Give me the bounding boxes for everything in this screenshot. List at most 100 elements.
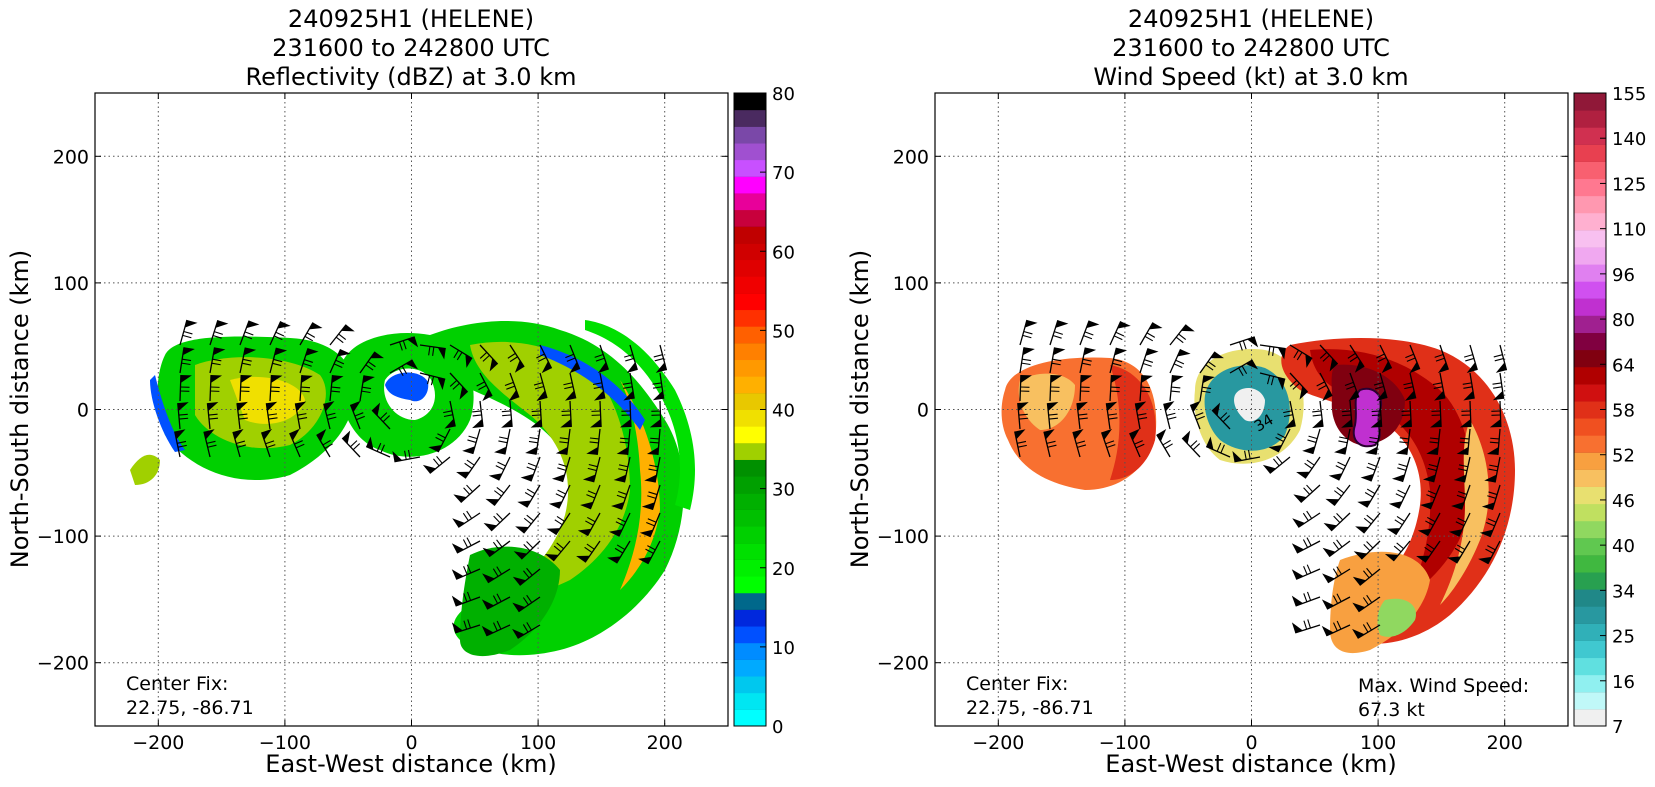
left-wind-barb xyxy=(462,428,481,455)
right-colorbar-swatch xyxy=(1574,503,1606,522)
right-wind-barb xyxy=(1049,320,1069,346)
left-wind-barb xyxy=(177,402,189,430)
right-wind-barb xyxy=(1291,619,1321,634)
left-wind-barb xyxy=(299,375,313,402)
left-wind-barb xyxy=(451,537,481,554)
left-colorbar-swatch xyxy=(734,626,766,644)
left-wind-barb xyxy=(449,372,469,400)
left-colorbar-swatch xyxy=(734,542,766,560)
left-wind-barb xyxy=(533,372,548,401)
left-wind-barb xyxy=(479,344,499,372)
right-title-line-1: 240925H1 (HELENE) xyxy=(1128,5,1374,33)
left-wind-barb xyxy=(392,449,421,463)
left-west-fringe xyxy=(150,375,185,452)
right-wind-barb xyxy=(1046,402,1059,430)
left-wind-barb xyxy=(576,540,601,563)
right-title-line-2: 231600 to 242800 UTC xyxy=(1112,34,1390,62)
left-wind-barb xyxy=(481,620,511,637)
right-wind-barb xyxy=(1334,428,1351,455)
right-colorbar-swatch xyxy=(1574,93,1606,111)
left-wind-barb xyxy=(451,619,481,634)
left-wind-barb xyxy=(289,428,305,458)
left-wind-barb xyxy=(206,402,219,430)
left-wind-barb xyxy=(451,591,481,607)
left-wind-barb xyxy=(594,344,609,374)
left-wind-barb xyxy=(323,401,337,430)
right-colorbar-swatch xyxy=(1574,640,1606,659)
left-colorbar-tick-label: 30 xyxy=(772,480,795,501)
left-east-band-core xyxy=(470,341,630,597)
right-wind-barb xyxy=(1422,456,1441,483)
right-west-region-core xyxy=(1110,365,1156,480)
left-colorbar-tick-label: 0 xyxy=(772,717,783,738)
right-wind-barb xyxy=(1459,400,1472,428)
left-wind-barb xyxy=(494,428,511,455)
left-colorbar-swatch xyxy=(734,292,766,311)
left-wind-barb xyxy=(443,400,456,429)
left-wind-barb xyxy=(209,347,226,374)
left-wind-barb xyxy=(555,428,571,455)
left-wind-barb xyxy=(476,372,493,402)
right-wind-barb xyxy=(1289,372,1309,400)
right-wind-barb xyxy=(1453,456,1471,483)
right-wind-barb xyxy=(1321,593,1351,610)
right-wind-barb xyxy=(1341,400,1353,428)
left-wind-barb xyxy=(419,344,446,360)
left-colorbar-swatch xyxy=(734,376,766,394)
left-wind-barb xyxy=(359,375,375,402)
right-wind-barb xyxy=(1292,510,1321,528)
right-wind-barb xyxy=(1325,484,1351,507)
right-wind-barb xyxy=(1322,566,1351,584)
left-wind-barb xyxy=(316,429,333,458)
left-wind-barb xyxy=(269,347,288,374)
right-colorbar-swatch xyxy=(1574,161,1606,180)
right-colorbar-tick-label: 110 xyxy=(1612,220,1646,241)
right-grid xyxy=(935,93,1568,726)
left-title-line-2: 231600 to 242800 UTC xyxy=(272,34,550,62)
right-colorbar-tick-label: 52 xyxy=(1612,446,1635,467)
right-colorbar-tick-label: 7 xyxy=(1612,717,1623,738)
right-wind-barb xyxy=(1043,429,1057,458)
left-wind-barb xyxy=(349,400,365,430)
right-colorbar-swatch xyxy=(1574,674,1606,693)
left-colorbar-swatch xyxy=(734,309,766,327)
right-wind-barb xyxy=(1352,594,1381,613)
left-eye-inner-blue xyxy=(385,372,429,402)
right-wind-barb xyxy=(1291,537,1321,554)
left-colorbar-swatch xyxy=(734,509,766,527)
right-colorbar-swatch xyxy=(1574,281,1606,299)
left-wind-barb xyxy=(546,512,571,536)
left-colorbar-swatch xyxy=(734,442,766,460)
left-colorbar-swatch xyxy=(734,576,766,594)
right-colorbar-swatch xyxy=(1574,127,1606,145)
right-wind-barb xyxy=(1430,400,1442,428)
left-wind-barb xyxy=(517,484,541,508)
right-wind-barb xyxy=(1232,449,1261,463)
right-colorbar-swatch xyxy=(1574,572,1606,590)
right-wind-barb xyxy=(1492,372,1505,401)
left-wind-barb xyxy=(619,400,632,428)
left-x-tick-label: 200 xyxy=(647,732,683,754)
left-colorbar-swatch xyxy=(734,459,766,477)
right-colorbar-swatch xyxy=(1574,144,1606,162)
right-wind-barb xyxy=(1289,344,1313,368)
right-wind-barb xyxy=(1181,430,1201,458)
left-colorbar-swatch xyxy=(734,176,766,194)
left-wind-barb xyxy=(582,456,601,483)
right-wind-barb xyxy=(1319,344,1339,372)
right-east-fringe-light xyxy=(1440,420,1489,605)
right-colorbar-swatch xyxy=(1574,383,1606,402)
right-wind-barb xyxy=(1373,372,1388,401)
left-wind-barb xyxy=(472,400,484,429)
left-wind-barb xyxy=(624,344,638,374)
right-wind-barb xyxy=(1400,400,1412,428)
right-wind-barb xyxy=(1283,400,1296,429)
left-wind-barb xyxy=(512,567,541,586)
right-wind-field xyxy=(1001,338,1515,654)
left-colorbar-swatch xyxy=(734,342,766,361)
right-wind-barb xyxy=(1049,347,1066,374)
left-wind-barb xyxy=(501,400,513,428)
left-wind-barb xyxy=(525,428,541,455)
right-wind-barb xyxy=(1139,322,1163,346)
